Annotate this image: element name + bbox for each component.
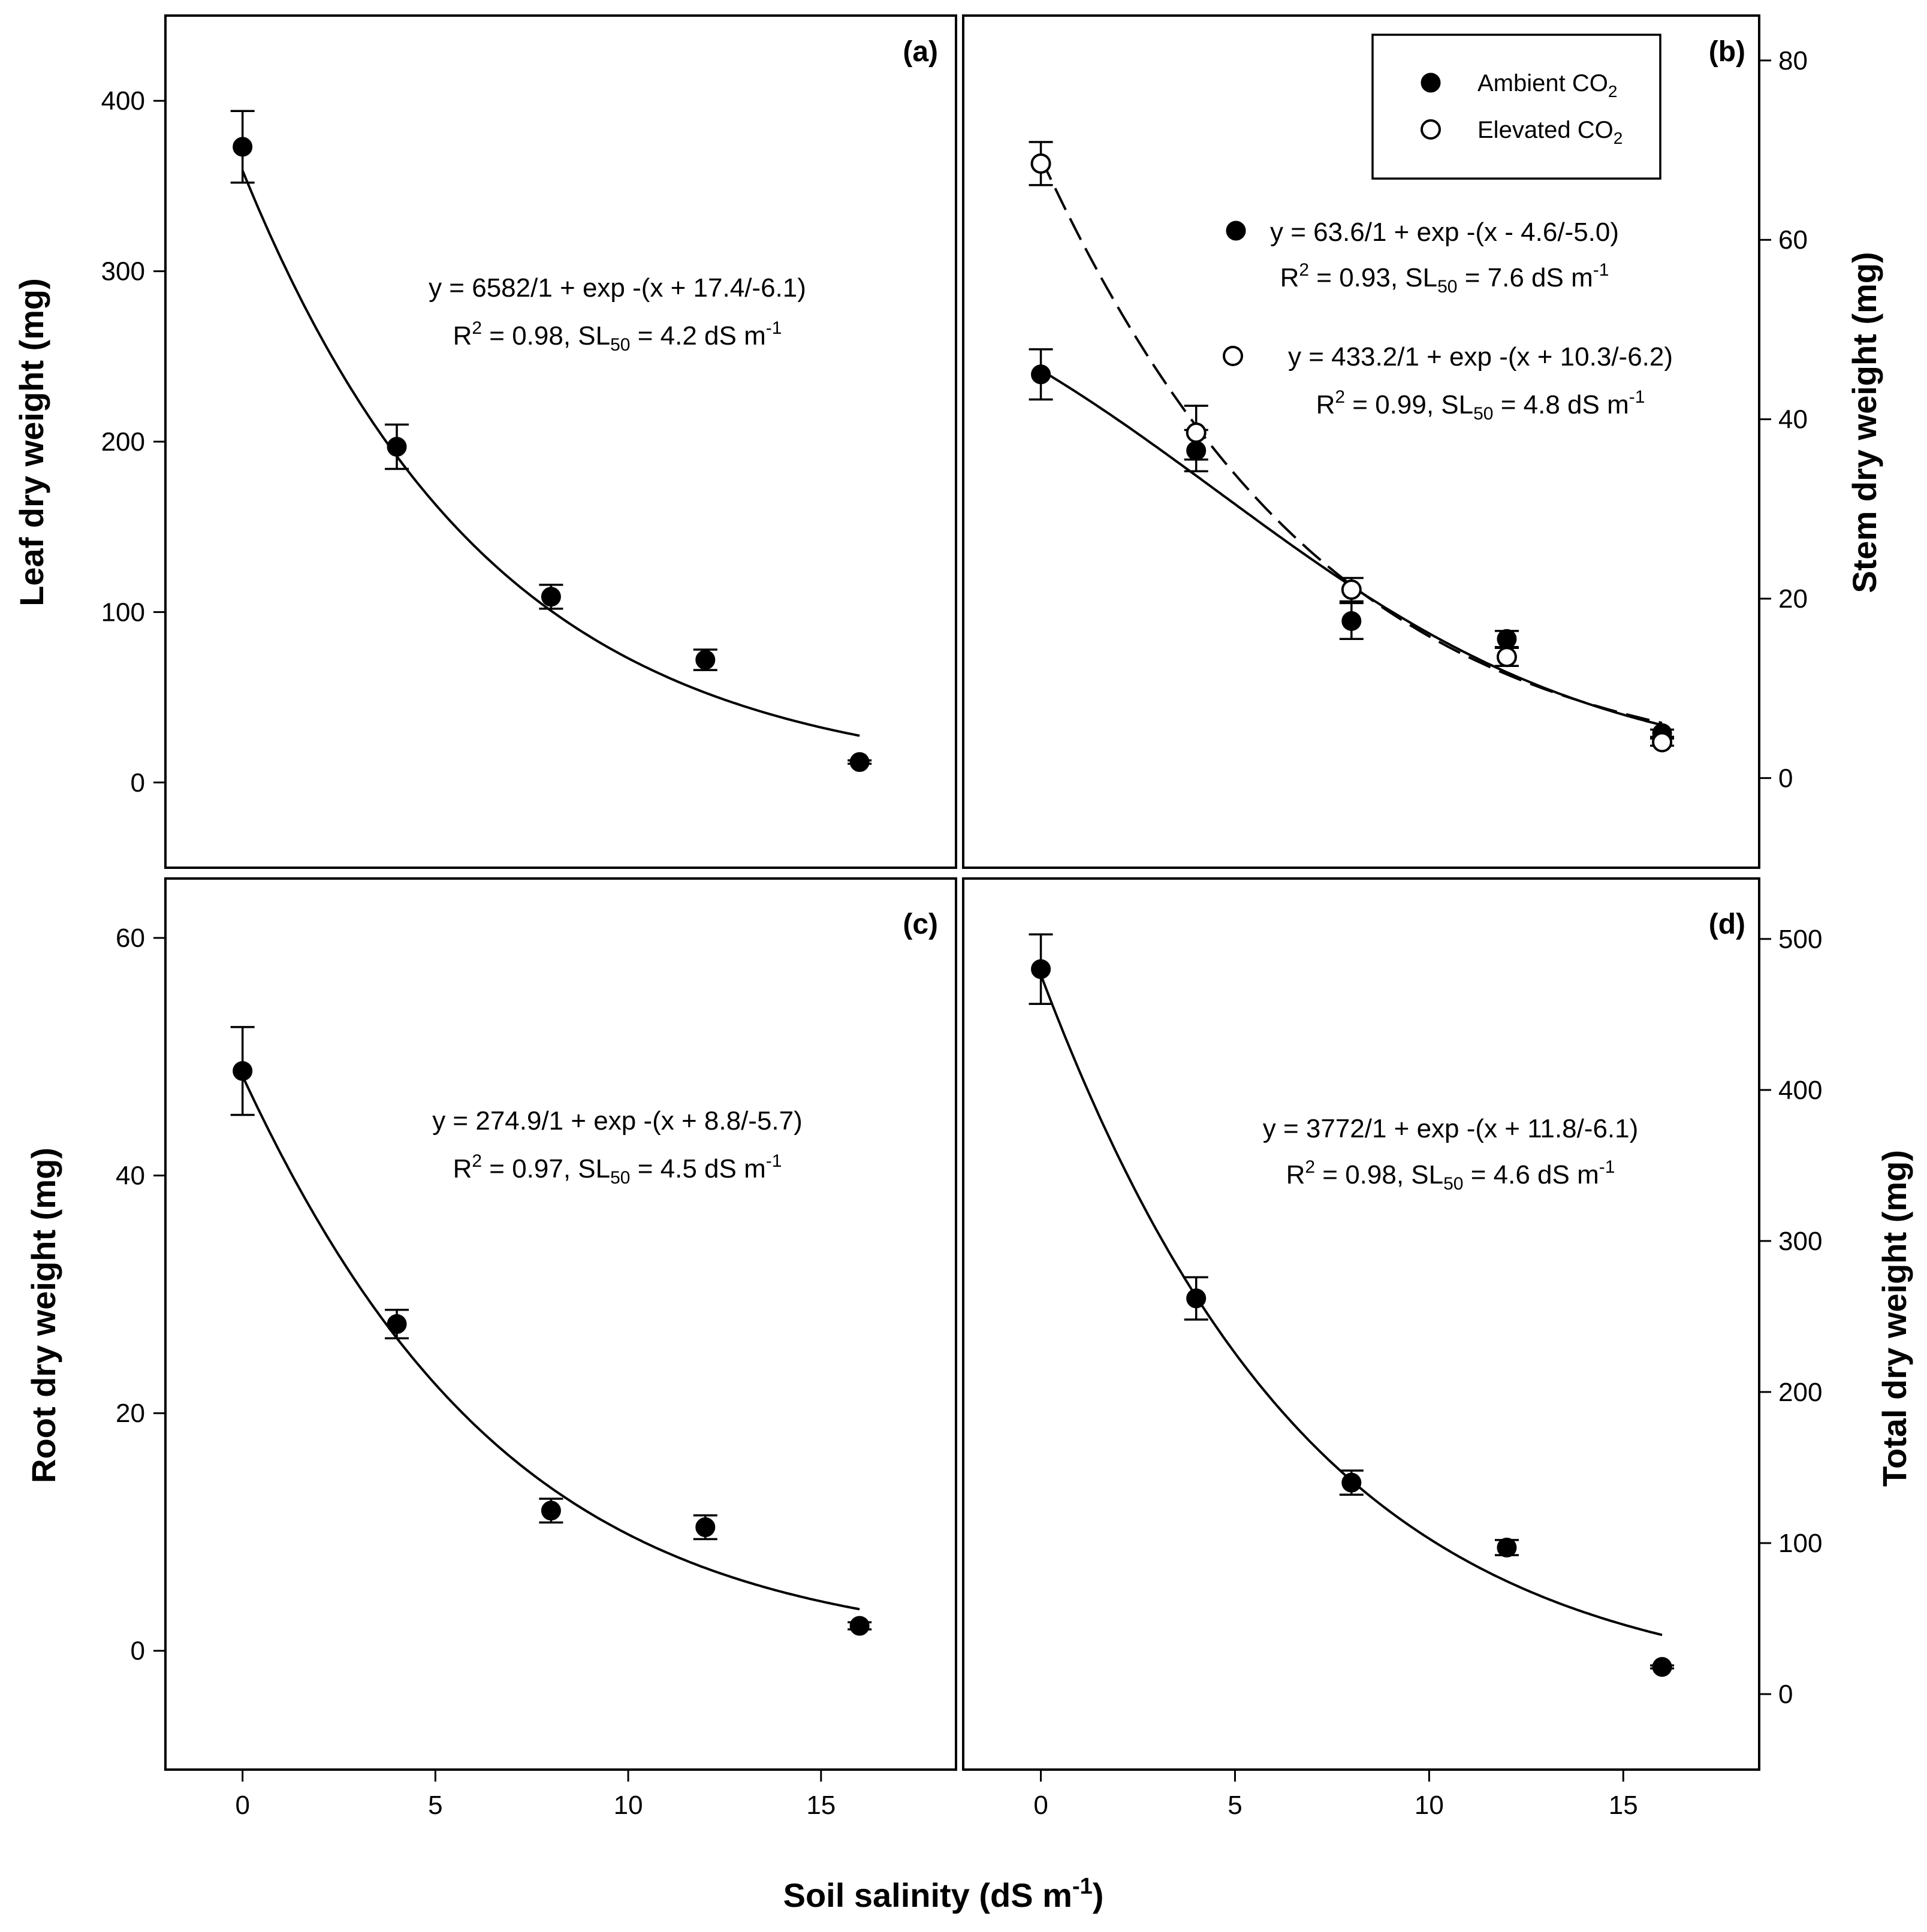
data-point-ambient: [233, 1061, 253, 1081]
x-tick-label: 5: [428, 1791, 442, 1820]
data-point-ambient: [849, 1616, 870, 1636]
legend-elevated-label: Elevated CO2: [1477, 117, 1623, 147]
x-tick-label: 15: [1609, 1791, 1638, 1820]
y-axis-title-c: Root dry weight (mg): [25, 1148, 62, 1483]
equation-d-line2: R2 = 0.98, SL50 = 4.6 dS m-1: [1286, 1157, 1615, 1194]
legend-elevated-marker: [1421, 119, 1441, 140]
y-axis-title-a: Leaf dry weight (mg): [13, 278, 50, 606]
y-tick-label: 300: [101, 257, 145, 286]
panel-a: 0 100 200 300 400: [101, 86, 872, 798]
y-tick-label: 0: [131, 1637, 145, 1666]
data-point-ambient: [1497, 1538, 1517, 1558]
y-tick-label: 400: [101, 86, 145, 116]
equation-b-ambient-marker: [1226, 221, 1246, 241]
panel-label-c: (c): [903, 908, 938, 940]
y-tick-label: 80: [1778, 46, 1808, 76]
panel-b-frame: [962, 14, 1760, 869]
y-tick-label: 500: [1778, 925, 1822, 954]
equation-b-elevated-marker: [1223, 346, 1243, 366]
data-point-elevated: [1652, 732, 1673, 753]
data-point-ambient: [1031, 364, 1051, 385]
data-point-ambient: [1497, 629, 1517, 649]
panel-label-d: (d): [1709, 908, 1745, 940]
equation-c-line2: R2 = 0.97, SL50 = 4.5 dS m-1: [453, 1151, 782, 1188]
equation-a-line1: y = 6582/1 + exp -(x + 17.4/-6.1): [429, 273, 806, 303]
equation-c: y = 274.9/1 + exp -(x + 8.8/-5.7) R2 = 0…: [432, 1106, 803, 1188]
x-tick-label: 0: [235, 1791, 249, 1820]
data-point-ambient: [849, 752, 870, 772]
fit-curve-ambient: [1039, 974, 1663, 1637]
equation-c-line1: y = 274.9/1 + exp -(x + 8.8/-5.7): [432, 1106, 803, 1136]
panel-d-frame: [962, 877, 1760, 1771]
y-tick-label: 400: [1778, 1076, 1822, 1105]
y-tick-label: 200: [1778, 1378, 1822, 1407]
data-point-elevated: [1186, 422, 1207, 443]
panel-label-b: (b): [1709, 36, 1745, 68]
data-point-ambient: [695, 1517, 716, 1538]
panel-a-frame: [164, 14, 957, 869]
data-point-ambient: [1341, 611, 1362, 631]
y-tick-label: 100: [101, 597, 145, 627]
y-tick-label: 40: [116, 1161, 145, 1191]
y-tick-label: 0: [131, 768, 145, 798]
y-tick-label: 100: [1778, 1529, 1822, 1558]
x-tick-label: 15: [806, 1791, 836, 1820]
x-tick-label: 10: [1415, 1791, 1444, 1820]
fit-curve-ambient: [241, 170, 860, 737]
equation-b-ambient-line1: y = 63.6/1 + exp -(x - 4.6/-5.0): [1270, 218, 1619, 247]
y-tick-label: 300: [1778, 1227, 1822, 1256]
data-point-ambient: [233, 137, 253, 157]
data-point-ambient: [1652, 1657, 1672, 1677]
equation-b-elevated: y = 433.2/1 + exp -(x + 10.3/-6.2) R2 = …: [1223, 342, 1673, 424]
panel-label-a: (a): [903, 36, 938, 68]
panel-b: 0 20 40 60 80: [1029, 46, 1808, 793]
y-axis-title-d: Total dry weight (mg): [1875, 1150, 1913, 1487]
panel-c: 0 20 40 60 0 5 10 15: [116, 923, 872, 1820]
equation-b-elevated-line1: y = 433.2/1 + exp -(x + 10.3/-6.2): [1288, 342, 1673, 372]
equation-b-ambient: y = 63.6/1 + exp -(x - 4.6/-5.0) R2 = 0.…: [1226, 218, 1619, 297]
panel-c-frame: [164, 877, 957, 1771]
y-tick-label: 0: [1778, 1680, 1793, 1709]
y-tick-label: 20: [1778, 584, 1808, 614]
equation-d: y = 3772/1 + exp -(x + 11.8/-6.1) R2 = 0…: [1263, 1114, 1639, 1194]
y-axis-title-b: Stem dry weight (mg): [1845, 252, 1883, 593]
data-point-ambient: [387, 437, 407, 457]
data-point-elevated: [1030, 153, 1051, 174]
equation-a-line2: R2 = 0.98, SL50 = 4.2 dS m-1: [453, 318, 782, 355]
legend-ambient-label: Ambient CO2: [1477, 70, 1617, 101]
y-tick-label: 20: [116, 1399, 145, 1428]
legend-box: [1371, 34, 1661, 180]
y-tick-label: 60: [116, 923, 145, 953]
fit-curve-elevated: [1039, 157, 1663, 725]
data-point-elevated: [1341, 579, 1362, 600]
data-point-ambient: [695, 650, 716, 670]
x-tick-label: 0: [1033, 1791, 1048, 1820]
data-point-ambient: [1031, 959, 1051, 979]
y-tick-label: 200: [101, 427, 145, 457]
data-point-ambient: [1186, 1288, 1207, 1309]
data-point-ambient: [541, 1501, 561, 1521]
x-tick-label: 10: [614, 1791, 643, 1820]
data-point-ambient: [541, 587, 561, 607]
legend-b: Ambient CO2 Elevated CO2: [1371, 34, 1661, 180]
legend-ambient-marker: [1421, 73, 1441, 93]
y-tick-label: 60: [1778, 225, 1808, 255]
y-tick-label: 0: [1778, 763, 1793, 793]
panel-d: 0 100 200 300 400 500 0 5 10 15: [1029, 925, 1822, 1820]
equation-a: y = 6582/1 + exp -(x + 17.4/-6.1) R2 = 0…: [429, 273, 806, 355]
equation-b-elevated-line2: R2 = 0.99, SL50 = 4.8 dS m-1: [1316, 387, 1645, 424]
equation-b-ambient-line2: R2 = 0.93, SL50 = 7.6 dS m-1: [1280, 260, 1609, 297]
fit-curve-ambient: [1040, 369, 1663, 726]
fit-curve-ambient: [241, 1075, 860, 1611]
x-tick-label: 5: [1228, 1791, 1242, 1820]
equation-d-line1: y = 3772/1 + exp -(x + 11.8/-6.1): [1263, 1114, 1639, 1143]
data-point-elevated: [1496, 647, 1517, 668]
y-tick-label: 40: [1778, 405, 1808, 434]
data-point-ambient: [387, 1314, 407, 1334]
data-point-ambient: [1341, 1472, 1362, 1493]
x-axis-title: Soil salinity (dS m-1): [783, 1874, 1104, 1914]
